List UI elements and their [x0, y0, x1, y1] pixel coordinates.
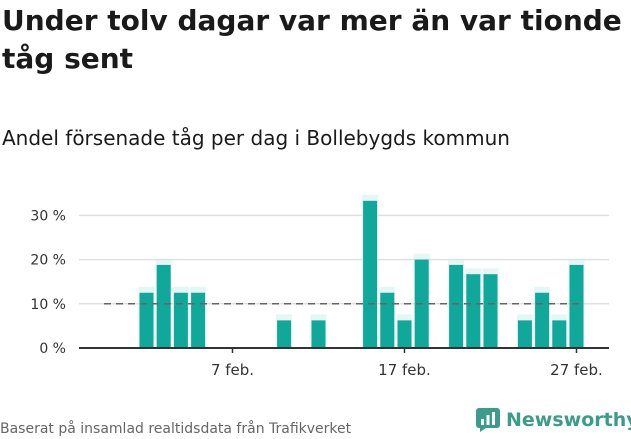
y-axis-tick-labels: 0 % 10 % 20 % 30 %: [30, 208, 66, 357]
bars: 2 feb.: 12.5 %3 feb.: 18.8 %4 feb.: 12.5…: [138, 194, 585, 348]
bar[interactable]: 17 feb.: 6.25 %: [397, 320, 412, 348]
bar[interactable]: 3 feb.: 18.8 %: [156, 264, 171, 348]
y-tick-label: 0 %: [39, 341, 66, 357]
bar[interactable]: 16 feb.: 12.5 %: [380, 292, 395, 348]
y-tick-label: 10 %: [30, 297, 66, 313]
x-tick-label: 17 feb.: [378, 361, 431, 379]
bar[interactable]: 4 feb.: 12.5 %: [173, 292, 188, 348]
bar[interactable]: 26 feb.: 6.25 %: [552, 320, 567, 348]
chart-title: Under tolv dagar var mer än var tionde t…: [2, 4, 622, 75]
brand[interactable]: Newsworthy: [476, 408, 631, 432]
bar[interactable]: 25 feb.: 12.5 %: [535, 292, 550, 348]
bar[interactable]: 22 feb.: 16.7 %: [483, 274, 498, 348]
x-tick-label: 7 feb.: [211, 361, 254, 379]
bar-chart: 0 % 10 % 20 % 30 % 2 feb.: 12.5 %3 feb.: 18…: [30, 194, 609, 379]
newsworthy-logo-icon: [476, 408, 500, 432]
y-tick-label: 30 %: [30, 208, 66, 224]
x-tick-label: 27 feb.: [550, 361, 603, 379]
source-note: Baserat på insamlad realtidsdata från Tr…: [0, 421, 352, 437]
bar[interactable]: 27 feb.: 18.8 %: [569, 264, 584, 348]
bar[interactable]: 20 feb.: 18.8 %: [449, 264, 464, 348]
x-axis-tick-labels: 7 feb. 17 feb. 27 feb.: [211, 348, 603, 379]
bar[interactable]: 12 feb.: 6.25 %: [311, 320, 326, 348]
bar[interactable]: 10 feb.: 6.25 %: [277, 320, 292, 348]
bar[interactable]: 21 feb.: 16.7 %: [466, 274, 481, 348]
bar[interactable]: 5 feb.: 12.5 %: [191, 292, 206, 348]
y-tick-label: 20 %: [30, 253, 66, 269]
bar[interactable]: 24 feb.: 6.25 %: [517, 320, 532, 348]
bar[interactable]: 15 feb.: 33.3 %: [363, 200, 378, 348]
chart-subtitle: Andel försenade tåg per dag i Bollebygds…: [2, 126, 510, 150]
brand-name: Newsworthy: [506, 409, 631, 431]
bar[interactable]: 2 feb.: 12.5 %: [139, 292, 154, 348]
